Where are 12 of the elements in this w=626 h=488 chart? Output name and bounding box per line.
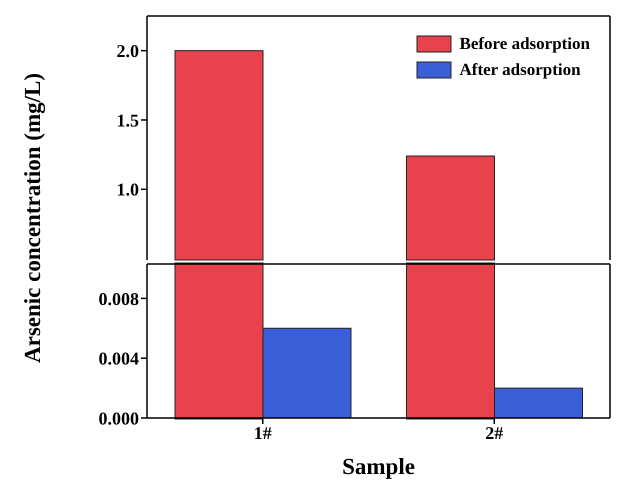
- y-tick-label: 1.5: [116, 110, 139, 130]
- legend-label: Before adsorption: [460, 34, 590, 54]
- y-tick-label: 0.004: [98, 348, 139, 369]
- y-tick-label: 0.000: [98, 408, 139, 428]
- x-axis-title: Sample: [342, 454, 415, 479]
- y-tick-label: 2.0: [116, 41, 139, 62]
- x-tick-label: 1#: [254, 422, 272, 443]
- y-tick-label: 0.008: [98, 288, 139, 309]
- y-axis-title: Arsenic concentration (mg/L): [20, 73, 46, 363]
- x-tick-label: 2#: [485, 422, 504, 443]
- y-tick-label: 1.0: [116, 180, 139, 200]
- legend-label: After adsorption: [460, 60, 581, 80]
